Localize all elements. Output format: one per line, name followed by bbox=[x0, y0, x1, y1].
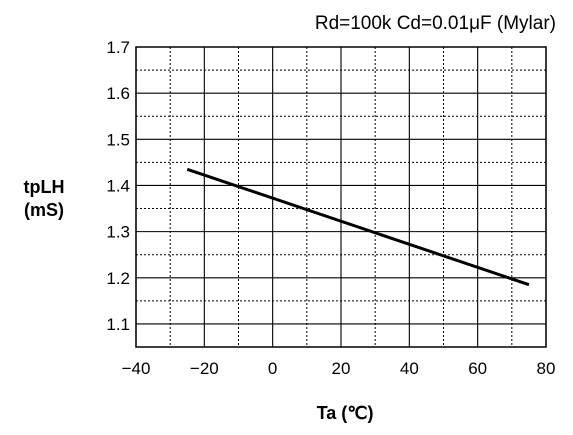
x-axis-label: Ta (℃) bbox=[317, 403, 374, 423]
y-tick-label: 1.1 bbox=[106, 315, 130, 334]
plot-frame bbox=[135, 46, 547, 348]
chart-title: Rd=100k Cd=0.01μF (Mylar) bbox=[315, 13, 556, 34]
series-line bbox=[186, 167, 530, 287]
x-tick-label: −20 bbox=[190, 359, 219, 378]
x-tick-label: 80 bbox=[537, 359, 556, 378]
x-tick-labels: −40 −20 0 20 40 60 80 bbox=[122, 359, 556, 378]
x-tick-label: 60 bbox=[468, 359, 487, 378]
y-tick-label: 1.2 bbox=[106, 269, 130, 288]
x-tick-label: 0 bbox=[268, 359, 277, 378]
y-tick-label: 1.7 bbox=[106, 38, 130, 57]
y-axis-label-line2: (mS) bbox=[24, 200, 64, 220]
x-tick-label: 40 bbox=[400, 359, 419, 378]
x-tick-label: 20 bbox=[332, 359, 351, 378]
y-tick-label: 1.6 bbox=[106, 84, 130, 103]
grid bbox=[135, 47, 547, 347]
series-group bbox=[186, 167, 530, 287]
y-axis-label-line1: tpLH bbox=[24, 177, 65, 197]
y-tick-label: 1.3 bbox=[106, 223, 130, 242]
y-tick-labels: 1.1 1.2 1.3 1.4 1.5 1.6 1.7 bbox=[106, 38, 130, 334]
y-tick-label: 1.5 bbox=[106, 130, 130, 149]
x-tick-label: −40 bbox=[122, 359, 151, 378]
y-tick-label: 1.4 bbox=[106, 176, 130, 195]
